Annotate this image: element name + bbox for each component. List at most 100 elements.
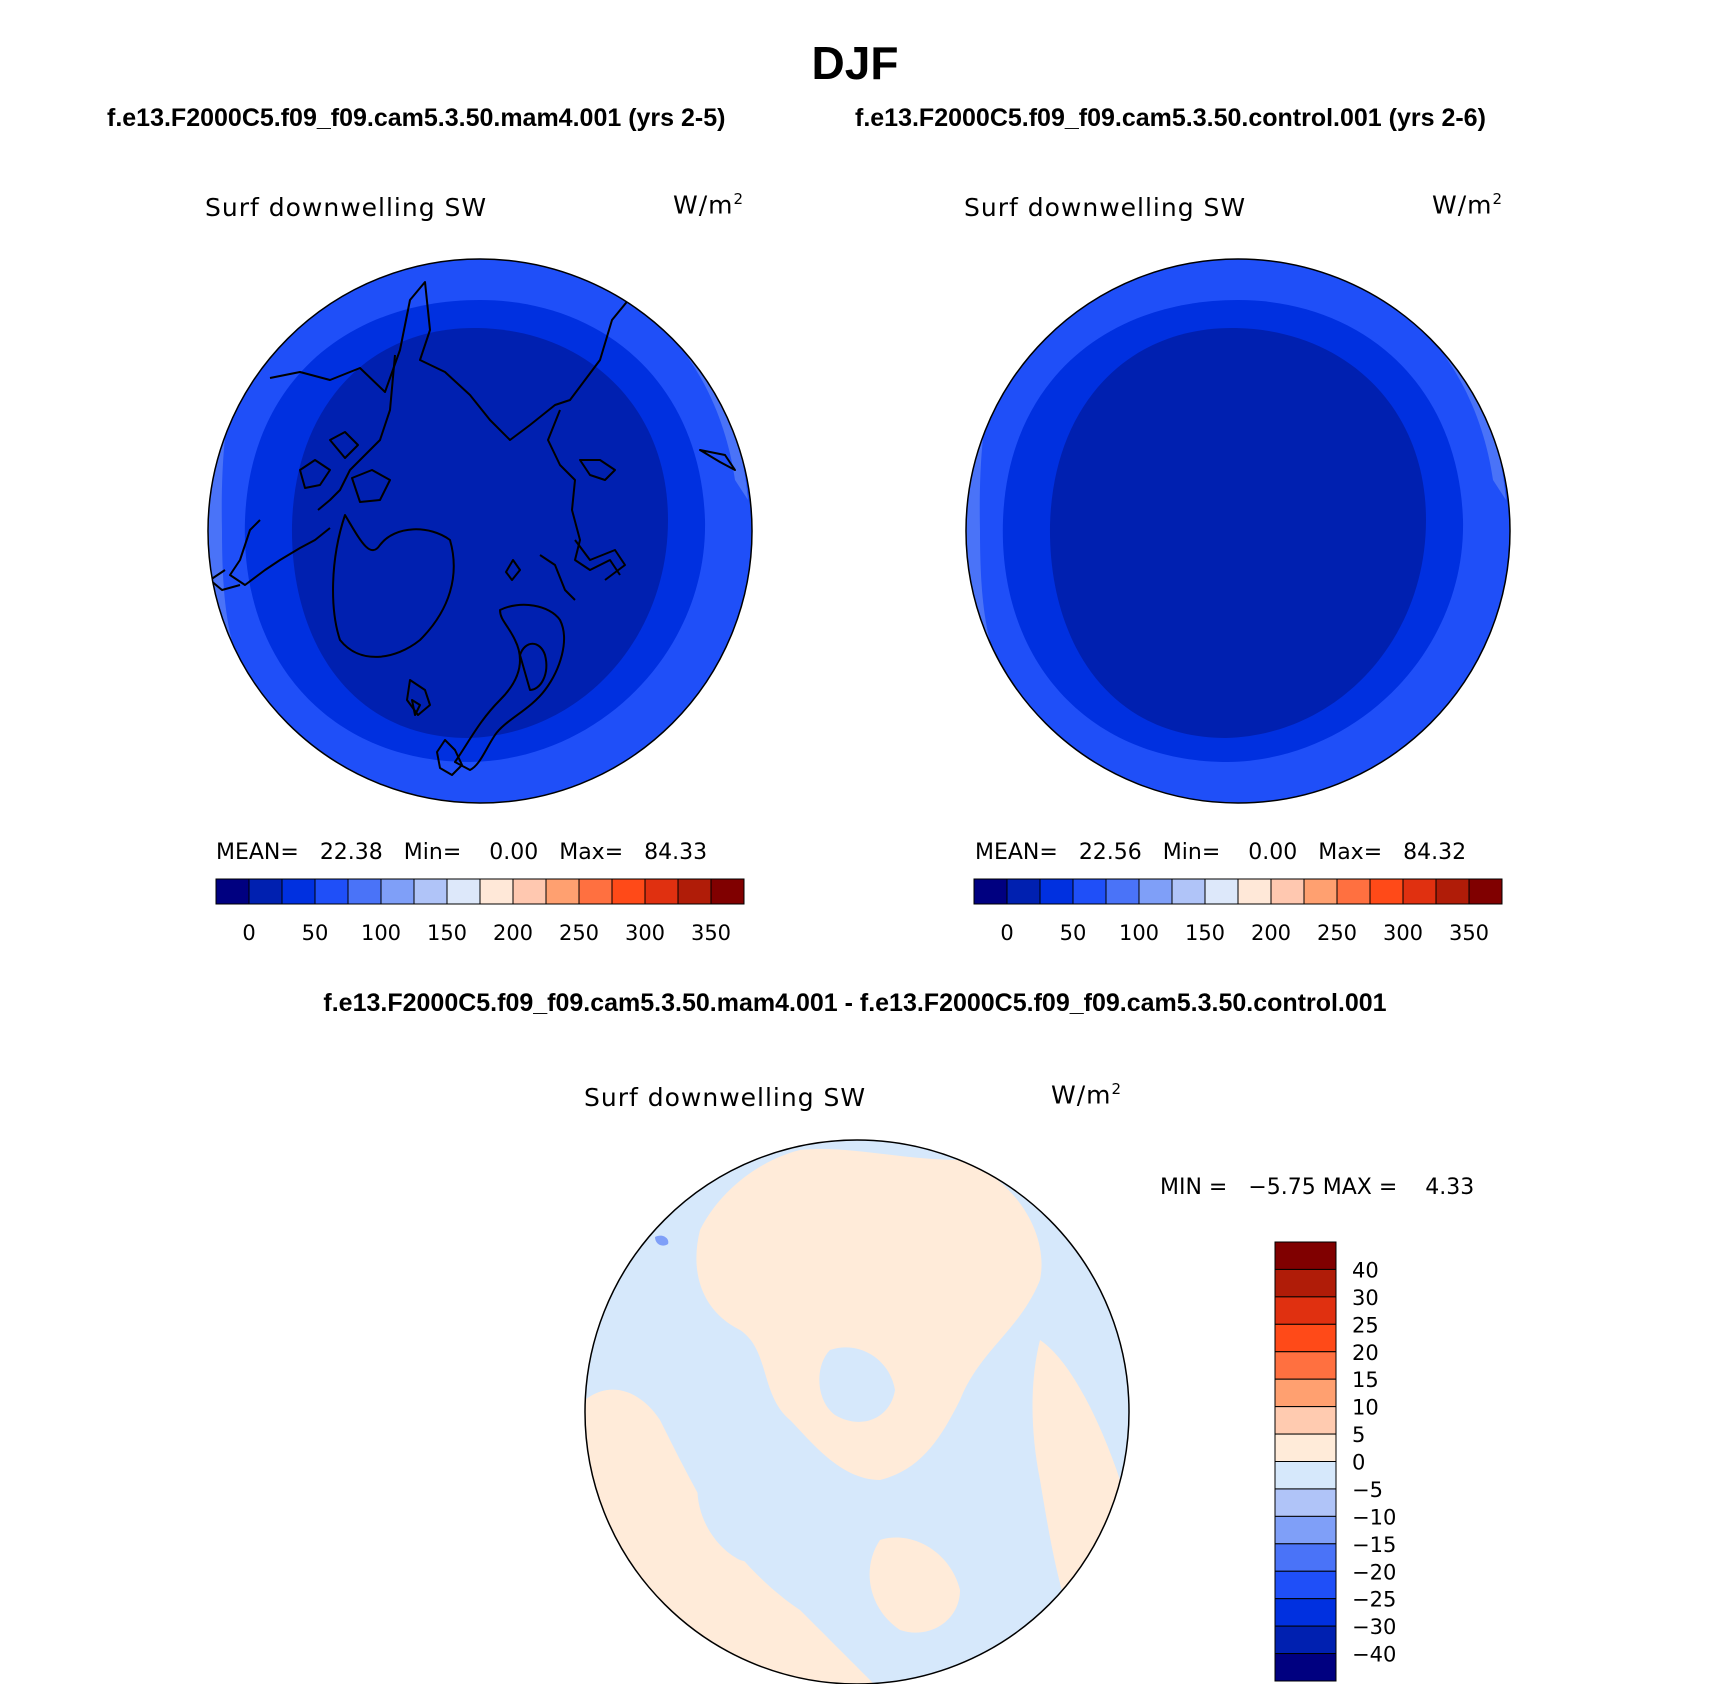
panel3-negative-patch-greenland (697, 1463, 792, 1562)
panel1-title: Surf downwelling SW (205, 193, 488, 222)
panel3-colorbar-tick-label-1: 30 (1352, 1286, 1379, 1310)
panel1-mean-label: MEAN= (216, 840, 299, 865)
panel1-colorbar-swatch-9 (512, 878, 547, 905)
panel2-max-label: Max= (1318, 840, 1383, 865)
panel3-colorbar-tick-label-6: 5 (1352, 1423, 1365, 1447)
panel3-colorbar-swatch-3 (1274, 1323, 1337, 1353)
panel2-colorbar-tick-label-5: 250 (1317, 921, 1357, 945)
panel3-colorbar-tick-label-0: 40 (1352, 1258, 1379, 1282)
difference-title: f.e13.F2000C5.f09_f09.cam5.3.50.mam4.001… (323, 989, 1387, 1017)
panel1-colorbar-tick-label-6: 300 (625, 921, 665, 945)
panel1-colorbar-swatch-15 (710, 878, 745, 905)
panel3-colorbar: 40 30 25 20 15 10 5 0 −5 −10 −15 −20 −25 −30 −40 (1274, 1241, 1396, 1682)
panel1-colorbar-tick-label-3: 150 (427, 921, 467, 945)
panel2-colorbar-swatch-14 (1435, 878, 1470, 905)
panel3-colorbar-swatch-13 (1274, 1598, 1337, 1627)
panel3-colorbar-tick-label-11: −20 (1352, 1560, 1396, 1584)
panel2-stats: MEAN= 22.56 Min= 0.00 Max= 84.32 (975, 840, 1466, 865)
panel3-colorbar-tick-label-2: 25 (1352, 1313, 1379, 1337)
panel2-max: 84.32 (1403, 840, 1467, 865)
panel3-colorbar-tick-label-4: 15 (1352, 1368, 1379, 1392)
panel2-colorbar-swatch-3 (1072, 878, 1107, 905)
panel3-colorbar-swatch-8 (1274, 1461, 1337, 1490)
panel3-negative-patch-center (819, 1347, 895, 1422)
panel3-colorbar-tick-label-13: −30 (1352, 1615, 1396, 1639)
case-title-right: f.e13.F2000C5.f09_f09.cam5.3.50.control.… (855, 104, 1486, 132)
panel2-colorbar-swatch-7 (1204, 878, 1239, 905)
panel1-colorbar-swatch-12 (611, 878, 646, 905)
panel1-coastlines (209, 281, 736, 776)
panel2-colorbar-tick-label-1: 50 (1060, 921, 1087, 945)
panel2-inner-band (1049, 327, 1426, 738)
panel2-colorbar-swatch-4 (1105, 878, 1140, 905)
panel3-colorbar-tick-label-3: 20 (1352, 1341, 1379, 1365)
panel1-stats: MEAN= 22.38 Min= 0.00 Max= 84.33 (216, 840, 707, 865)
panel2-colorbar-tick-label-2: 100 (1119, 921, 1159, 945)
panel3-colorbar-swatch-14 (1274, 1625, 1337, 1655)
panel1-colorbar-swatch-8 (479, 878, 514, 905)
panel3-colorbar-swatch-4 (1274, 1351, 1337, 1380)
figure-title: DJF (811, 37, 899, 89)
panel2-colorbar-swatch-10 (1303, 878, 1338, 905)
panel3-colorbar-tick-label-14: −40 (1352, 1643, 1396, 1667)
panel3-map-border (584, 1139, 1130, 1684)
panel2-colorbar-swatch-11 (1336, 878, 1371, 905)
panel2-colorbar-swatch-6 (1171, 878, 1206, 905)
panel1-colorbar-tick-label-0: 0 (242, 921, 255, 945)
panel2-colorbar-swatch-0 (973, 878, 1008, 905)
panel1-colorbar-swatch-0 (215, 878, 250, 905)
panel2-min-label: Min= (1162, 840, 1221, 865)
panel1-edge-band-right (630, 290, 748, 500)
panel3-colorbar-tick-label-9: −10 (1352, 1505, 1396, 1529)
panel2-mean: 22.56 (1078, 840, 1142, 865)
panel3-positive-region-south (869, 1537, 960, 1633)
panel3-colorbar-swatch-5 (1274, 1378, 1337, 1408)
panel1-colorbar-swatch-6 (413, 878, 448, 905)
panel1-colorbar-tick-label-1: 50 (302, 921, 329, 945)
panel2-units: W/m2 (1432, 190, 1504, 220)
panel2-map (965, 258, 1511, 804)
panel2-colorbar-swatch-15 (1468, 878, 1503, 905)
panel2-colorbar-tick-label-6: 300 (1383, 921, 1423, 945)
panel2-colorbar-swatch-5 (1138, 878, 1173, 905)
panel2-mean-label: MEAN= (975, 840, 1058, 865)
panel3-colorbar-swatch-15 (1274, 1653, 1337, 1682)
panel2-colorbar-tick-label-3: 150 (1185, 921, 1225, 945)
panel3-units: W/m2 (1051, 1080, 1123, 1110)
panel3-colorbar-swatch-2 (1274, 1296, 1337, 1325)
panel1-colorbar-tick-label-4: 200 (493, 921, 533, 945)
panel2-colorbar-swatch-13 (1402, 878, 1437, 905)
panel2-colorbar-swatch-8 (1237, 878, 1272, 905)
panel2-title: Surf downwelling SW (964, 193, 1247, 222)
panel3-stats: MIN = −5.75 MAX = 4.33 (1160, 1175, 1474, 1200)
panel3-colorbar-tick-label-8: −5 (1352, 1478, 1383, 1502)
panel1-min: 0.00 (489, 840, 539, 865)
panel1-colorbar-swatch-11 (578, 878, 613, 905)
panel1-colorbar: 0 50 100 150 200 250 300 350 (215, 878, 745, 945)
panel3-colorbar-swatch-1 (1274, 1268, 1337, 1298)
panel3-min-label: MIN = (1160, 1175, 1228, 1200)
panel2-colorbar-tick-label-0: 0 (1000, 921, 1013, 945)
panel2-map-border (965, 258, 1511, 804)
panel1-colorbar-swatch-4 (347, 878, 382, 905)
panel3-negative-spot (655, 1235, 669, 1246)
panel1-colorbar-swatch-13 (644, 878, 679, 905)
panel3-colorbar-tick-label-12: −25 (1352, 1588, 1396, 1612)
panel3-colorbar-swatch-10 (1274, 1515, 1337, 1545)
panel1-colorbar-swatch-3 (314, 878, 349, 905)
panel2-colorbar-tick-label-4: 200 (1251, 921, 1291, 945)
panel3-colorbar-swatch-7 (1274, 1433, 1337, 1462)
panel1-colorbar-swatch-14 (677, 878, 712, 905)
panel3-max-label: MAX = (1322, 1175, 1398, 1200)
panel1-colorbar-tick-label-7: 350 (691, 921, 731, 945)
panel1-max: 84.33 (644, 840, 708, 865)
panel3-colorbar-swatch-6 (1274, 1406, 1337, 1435)
panel3-title: Surf downwelling SW (584, 1083, 867, 1112)
panel3-colorbar-swatch-9 (1274, 1488, 1337, 1517)
panel2-colorbar-tick-label-7: 350 (1449, 921, 1489, 945)
panel2-colorbar-swatch-1 (1006, 878, 1041, 905)
panel1-mean: 22.38 (319, 840, 383, 865)
case-title-left: f.e13.F2000C5.f09_f09.cam5.3.50.mam4.001… (107, 104, 726, 132)
panel1-colorbar-tick-label-2: 100 (361, 921, 401, 945)
